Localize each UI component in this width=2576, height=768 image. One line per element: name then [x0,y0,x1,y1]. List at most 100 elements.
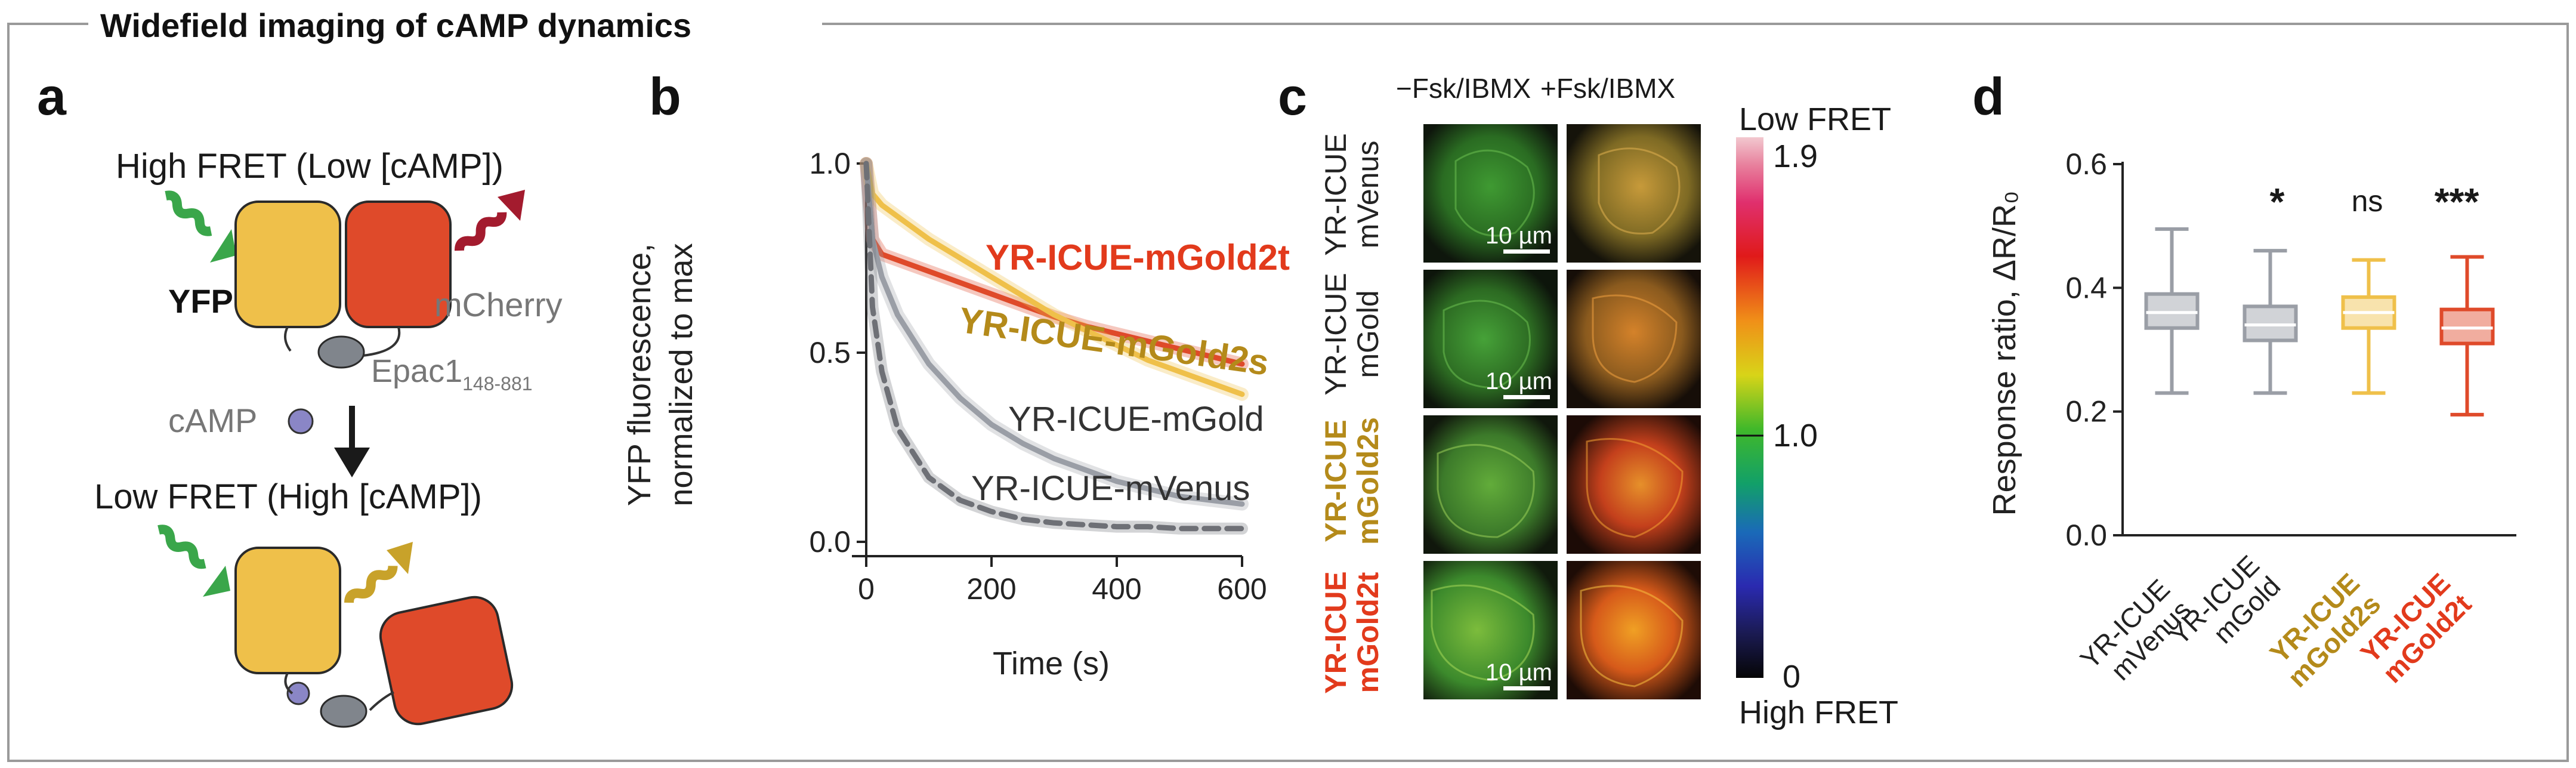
x-tick-label: 0 [858,572,875,606]
svg-text:mVenus: mVenus [1351,141,1385,249]
line-chart-series [860,157,1249,535]
high-fret-label: High FRET (Low [cAMP]) [116,147,504,186]
fret-colorbar: Low FRET 1.9 1.0 0 High FRET [1736,101,1898,730]
svg-text:YR-ICUE: YR-ICUE [1319,571,1352,694]
mcherry-label: mCherry [434,286,563,323]
down-arrow-icon [334,406,370,477]
panel-label-c: c [1278,67,1307,126]
low-fret-label: Low FRET (High [cAMP]) [94,477,482,516]
mcherry-barrel-open [379,596,514,726]
micrograph-mgold-plus [1567,270,1701,408]
y-tick-label: 0.5 [809,336,851,369]
series-line-yr-icue-mvenus [863,161,1245,532]
camp-bound-dot [286,681,310,705]
micrograph-mgold2t-minus [1423,561,1558,699]
colorbar-top-label: Low FRET [1739,101,1891,137]
excitation-arrow-icon [165,190,236,263]
col-label-minus: −Fsk/IBMX [1396,73,1531,104]
figure-title: Widefield imaging of cAMP dynamics [100,7,691,44]
epac-label: Epac1148-881 [371,353,533,394]
micrograph-mvenus-plus [1567,124,1701,263]
scale-bar: 10 µm [1485,368,1552,399]
series-label-mvenus: YR-ICUE-mVenus [971,469,1250,508]
colorbar-mid: 1.0 [1773,418,1818,454]
colorbar-max: 1.9 [1773,138,1818,174]
panel-label-a: a [37,67,67,126]
yellow-emission-arrow-icon [344,542,413,603]
micrograph-mgold2t-plus [1567,561,1701,699]
colorbar-bottom-label: High FRET [1739,695,1898,730]
box-chart-boxes [2144,227,2495,417]
svg-text:10 µm: 10 µm [1485,368,1552,394]
row-label-mgold2t: YR-ICUE mGold2t [1319,571,1385,694]
box-chart-ylabel: Response ratio, ΔR/R₀ [1987,191,2022,516]
line-chart-ylabel: YFP fluorescence, normalized to max [622,243,699,506]
xlabel-mgold: YR-ICUE mGold [2164,549,2287,651]
scale-bar: 10 µm [1485,659,1552,690]
svg-text:10 µm: 10 µm [1485,659,1552,686]
epac-domain-open [320,695,367,728]
series-line-yr-icue-mgold2s [863,161,1245,397]
panel-b: b YFP fluorescence, normalized to max 0.… [622,67,1290,681]
series-line-yr-icue-mgold2t [863,161,1245,367]
camp-label: cAMP [168,402,257,439]
y-tick-label: 0.0 [809,525,851,559]
panel-a: a High FRET (Low [cAMP]) YFP mCherry Epa… [37,67,563,728]
x-tick-label: 200 [966,572,1016,606]
emission-arrow-icon [455,190,525,251]
y-tick-label: 1.0 [809,147,851,180]
colorbar-min: 0 [1783,659,1800,695]
camp-dot [288,408,314,434]
series-line-yr-icue-mgold [863,161,1245,507]
svg-text:mGold2t: mGold2t [1351,572,1385,693]
y-tick-label: 0.6 [2065,147,2107,181]
xlabel-mgold2t: YR-ICUE mGold2t [2355,567,2478,689]
svg-text:normalized to max: normalized to max [663,243,699,506]
line-chart-xlabel: Time (s) [993,646,1110,681]
svg-text:YFP fluorescence,: YFP fluorescence, [622,243,657,506]
row-label-mgold: YR-ICUE mGold [1319,273,1385,396]
panel-label-b: b [649,67,681,126]
panel-c: c −Fsk/IBMX +Fsk/IBMX YR-ICUE mVenus YR-… [1278,67,1898,730]
figure-frame [7,23,2569,762]
y-tick-label: 0.4 [2065,271,2107,304]
svg-text:mGold: mGold [1351,290,1385,378]
box [2144,292,2200,330]
micrograph-mgold2s-plus [1567,415,1701,554]
panel-d: d Response ratio, ΔR/R₀ 0.0 0.2 0.4 0.6 * n… [1972,67,2516,693]
yfp-label: YFP [168,282,233,320]
box-chart-axes: 0.0 0.2 0.4 0.6 [2065,147,2516,552]
series-label-mgold2t: YR-ICUE-mGold2t [986,238,1290,277]
significance-mgold2s: ns [2352,184,2383,218]
mcherry-barrel [345,201,452,328]
y-tick-label: 0.0 [2065,519,2107,552]
micrograph-mvenus-minus [1423,124,1558,263]
x-tick-label: 400 [1092,572,1141,606]
panel-label-d: d [1972,67,2004,126]
micrograph-mgold2s-minus [1423,415,1558,554]
x-tick-label: 600 [1217,572,1267,606]
micrograph-mgold-minus [1423,270,1558,408]
yfp-barrel-open [234,547,341,674]
svg-text:10 µm: 10 µm [1485,223,1552,249]
excitation-arrow-icon [157,525,230,597]
scale-bar: 10 µm [1485,223,1552,254]
box [2439,307,2495,346]
svg-text:YR-ICUE: YR-ICUE [1319,133,1352,256]
box [2243,304,2298,343]
yfp-barrel [234,201,341,328]
svg-text:YR-ICUE: YR-ICUE [1319,273,1352,396]
svg-text:YR-ICUE: YR-ICUE [1319,420,1352,542]
significance-mgold2t: *** [2435,180,2479,223]
row-label-mgold2s: YR-ICUE mGold2s [1319,417,1385,545]
row-label-mvenus: YR-ICUE mVenus [1319,133,1385,256]
epac-domain [317,335,365,369]
series-label-mgold: YR-ICUE-mGold [1008,400,1264,439]
significance-mgold: * [2270,180,2285,223]
line-chart-axes: 0.0 0.5 1.0 0 200 400 600 [809,147,1267,606]
series-label-mgold2s: YR-ICUE-mGold2s [956,300,1271,383]
micrograph-grid: 10 µm 10 µm 10 µm [1423,124,1701,699]
col-label-plus: +Fsk/IBMX [1540,73,1675,104]
svg-text:mGold2s: mGold2s [1351,417,1385,545]
